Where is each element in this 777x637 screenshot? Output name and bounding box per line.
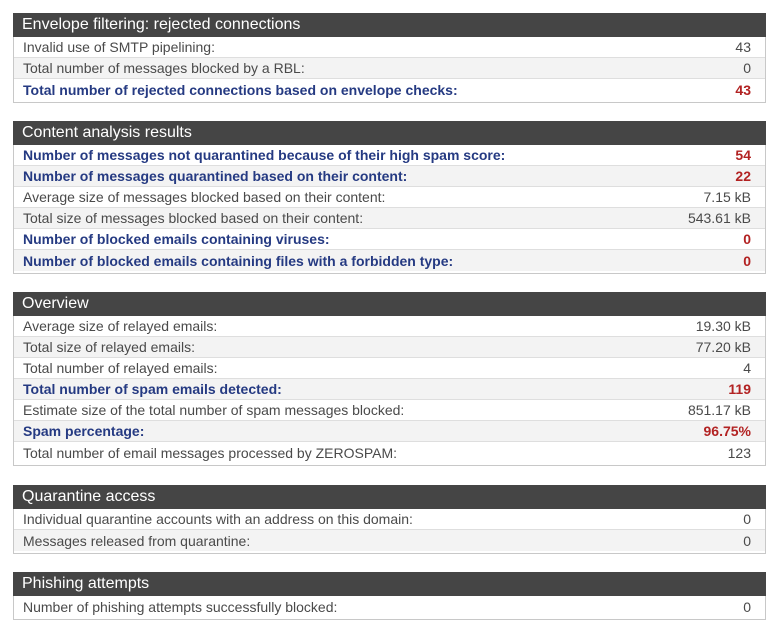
stat-row: Average size of messages blocked based o… (14, 187, 765, 208)
stat-label: Total number of email messages processed… (23, 444, 398, 461)
stat-row-highlight: Number of blocked emails containing file… (14, 250, 765, 271)
stat-row: Messages released from quarantine: 0 (14, 530, 765, 551)
stat-label: Total size of relayed emails: (23, 339, 195, 355)
stat-value: 0 (743, 598, 751, 615)
stat-label: Total size of messages blocked based on … (23, 210, 364, 226)
stat-label: Invalid use of SMTP pipelining: (23, 39, 215, 55)
stat-value: 0 (743, 252, 751, 269)
stat-row: Total number of messages blocked by a RB… (14, 58, 765, 79)
stat-value: 43 (735, 39, 751, 55)
stat-row-highlight: Total number of spam emails detected: 11… (14, 379, 765, 400)
stat-value: 22 (735, 168, 751, 184)
stat-label: Number of messages not quarantined becau… (23, 147, 506, 163)
stat-row: Number of phishing attempts successfully… (14, 596, 765, 617)
stat-row-highlight: Total number of rejected connections bas… (14, 79, 765, 100)
stat-row-highlight: Number of messages quarantined based on … (14, 166, 765, 187)
stat-value: 123 (727, 444, 751, 461)
stat-value: 77.20 kB (695, 339, 751, 355)
section-title: Content analysis results (13, 121, 766, 145)
stats-table: Number of messages not quarantined becau… (14, 145, 765, 273)
section-title: Overview (13, 292, 766, 316)
stat-row-highlight: Spam percentage: 96.75% (14, 421, 765, 442)
stat-value: 4 (743, 360, 751, 376)
stat-label: Average size of messages blocked based o… (23, 189, 386, 205)
stat-row: Total size of messages blocked based on … (14, 208, 765, 229)
stat-label: Number of blocked emails containing file… (23, 252, 454, 269)
stat-value: 0 (743, 231, 751, 247)
stats-table: Average size of relayed emails: 19.30 kB… (14, 316, 765, 465)
stat-row: Total number of email messages processed… (14, 442, 765, 463)
stat-row: Invalid use of SMTP pipelining: 43 (14, 37, 765, 58)
section-phishing-attempts: Phishing attempts Number of phishing att… (13, 572, 766, 620)
stat-label: Individual quarantine accounts with an a… (23, 511, 413, 527)
stat-row: Total number of relayed emails: 4 (14, 358, 765, 379)
section-title: Phishing attempts (13, 572, 766, 596)
stat-row-highlight: Number of blocked emails containing viru… (14, 229, 765, 250)
stat-label: Total number of messages blocked by a RB… (23, 60, 305, 76)
section-overview: Overview Average size of relayed emails:… (13, 292, 766, 466)
stat-value: 0 (743, 60, 751, 76)
stat-row: Individual quarantine accounts with an a… (14, 509, 765, 530)
stat-row: Average size of relayed emails: 19.30 kB (14, 316, 765, 337)
section-title: Quarantine access (13, 485, 766, 509)
stat-value: 851.17 kB (687, 402, 751, 418)
stat-label: Estimate size of the total number of spa… (23, 402, 405, 418)
stat-row: Total size of relayed emails: 77.20 kB (14, 337, 765, 358)
stats-table: Individual quarantine accounts with an a… (14, 509, 765, 553)
stat-value: 7.15 kB (703, 189, 751, 205)
stat-value: 543.61 kB (687, 210, 751, 226)
stat-value: 19.30 kB (695, 318, 751, 334)
stat-label: Total number of relayed emails: (23, 360, 218, 376)
stat-row-highlight: Number of messages not quarantined becau… (14, 145, 765, 166)
stat-label: Number of messages quarantined based on … (23, 168, 408, 184)
stats-table: Invalid use of SMTP pipelining: 43 Total… (14, 37, 765, 102)
stat-value: 0 (743, 532, 751, 549)
stat-value: 43 (735, 81, 751, 98)
section-envelope-filtering: Envelope filtering: rejected connections… (13, 13, 766, 103)
stat-value: 119 (728, 381, 751, 397)
stat-value: 54 (735, 147, 751, 163)
section-quarantine-access: Quarantine access Individual quarantine … (13, 485, 766, 554)
stat-label: Spam percentage: (23, 423, 145, 439)
stat-label: Messages released from quarantine: (23, 532, 251, 549)
stat-label: Total number of spam emails detected: (23, 381, 282, 397)
stat-label: Average size of relayed emails: (23, 318, 218, 334)
stat-label: Number of phishing attempts successfully… (23, 598, 338, 615)
section-content-analysis: Content analysis results Number of messa… (13, 121, 766, 274)
stat-label: Number of blocked emails containing viru… (23, 231, 330, 247)
section-title: Envelope filtering: rejected connections (13, 13, 766, 37)
stat-row: Estimate size of the total number of spa… (14, 400, 765, 421)
stat-label: Total number of rejected connections bas… (23, 81, 458, 98)
stats-table: Number of phishing attempts successfully… (14, 596, 765, 619)
stat-value: 0 (743, 511, 751, 527)
stat-value: 96.75% (703, 423, 751, 439)
